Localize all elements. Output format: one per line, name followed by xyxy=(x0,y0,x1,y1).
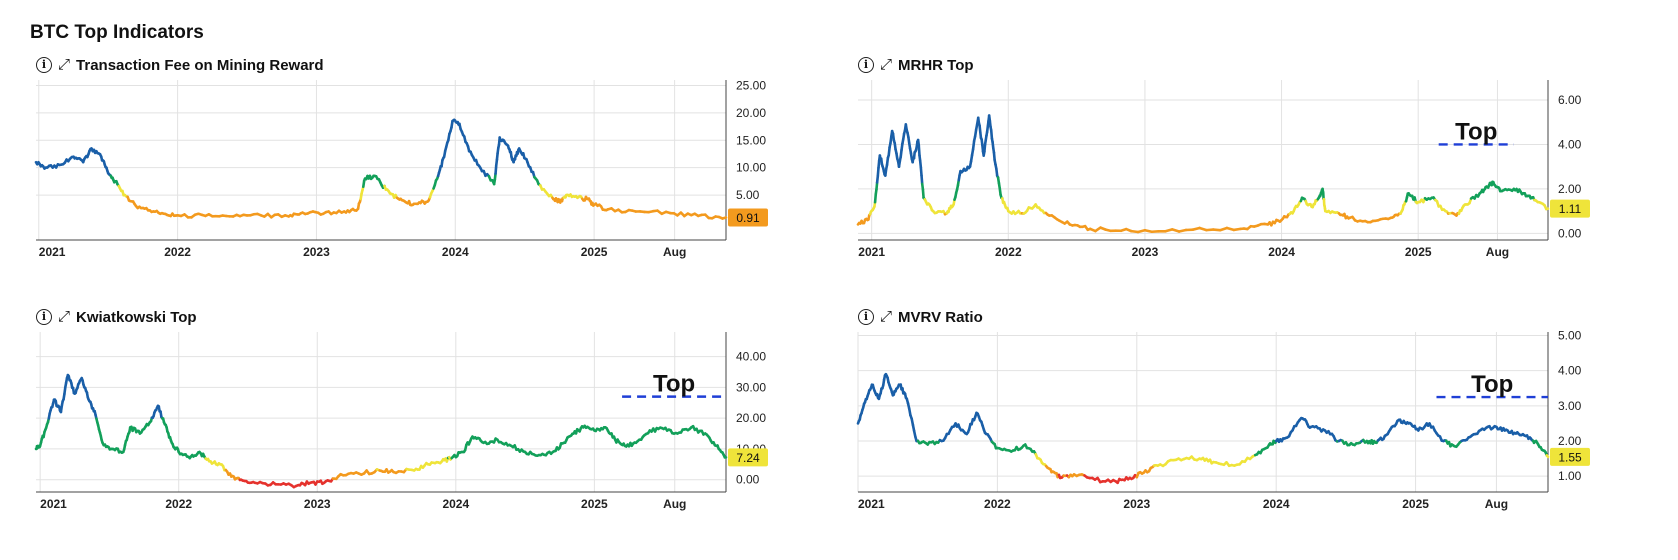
expand-icon[interactable]: ⤢ xyxy=(880,56,893,73)
series-segment xyxy=(721,216,728,220)
info-icon[interactable]: i xyxy=(858,57,874,73)
current-value-badge xyxy=(1550,447,1590,466)
chart-panel-mrhr: i ⤢ MRHR Top 2021 2022 2023 2024 2025 Aug 6.00… xyxy=(856,54,1648,272)
y-tick-label: 2.00 xyxy=(1558,182,1582,196)
y-tick-label: 40.00 xyxy=(736,350,766,364)
y-tick-label: 6.00 xyxy=(1558,93,1582,107)
series-segment xyxy=(887,146,891,157)
series-segment xyxy=(876,166,880,178)
series-line xyxy=(856,372,1550,485)
series-segment xyxy=(920,174,924,186)
chart-transaction-fee: 2021 2022 2023 2024 2025 Aug 25.00 20.00 15.00 10… xyxy=(34,78,768,259)
series-line xyxy=(34,373,728,489)
x-tick-label: 2025 xyxy=(1402,497,1429,511)
x-tick-label: 2023 xyxy=(1123,497,1150,511)
x-tick-label: 2024 xyxy=(442,497,469,511)
current-value-label: 1.55 xyxy=(1558,450,1582,464)
x-tick-label: 2022 xyxy=(984,497,1011,511)
x-tick-label: 2024 xyxy=(442,245,469,259)
grid xyxy=(36,80,726,240)
info-icon[interactable]: i xyxy=(36,309,52,325)
x-tick-label: 2023 xyxy=(304,497,331,511)
y-tick-label: 20.00 xyxy=(736,411,766,425)
x-tick-label: 2021 xyxy=(858,497,885,511)
series-segment xyxy=(1545,454,1550,459)
y-tick-label: 30.00 xyxy=(736,380,766,394)
chart-panel-transaction-fee: i ⤢ Transaction Fee on Mining Reward 202… xyxy=(34,54,826,272)
current-value-label: 1.11 xyxy=(1559,202,1582,216)
y-tick-label: 2.00 xyxy=(1558,434,1582,448)
current-value-label: 0.91 xyxy=(736,211,760,225)
y-tick-label: 4.00 xyxy=(1558,137,1582,151)
chart-panel-mvrv: i ⤢ MVRV Ratio 2021 2022 2023 2024 2025 Aug 5.… xyxy=(856,306,1648,524)
y-tick-label: 20.00 xyxy=(736,106,766,120)
chart-kwiatkowski: 20212022202320242025Aug40.0030.0020.0010… xyxy=(34,332,768,511)
series-line xyxy=(856,114,1550,234)
expand-icon[interactable]: ⤢ xyxy=(58,56,71,73)
y-tick-label: 5.00 xyxy=(1558,329,1582,343)
x-tick-label: 2025 xyxy=(581,245,608,259)
y-tick-label: 25.00 xyxy=(736,78,766,92)
x-tick-label: Aug xyxy=(1485,497,1508,511)
chart-mvrv: 2021 2022 2023 2024 2025 Aug 5.00 4.00 3.00 2.00 1… xyxy=(856,329,1590,511)
panel-header: i ⤢ MVRV Ratio xyxy=(858,306,983,328)
top-label: Top xyxy=(1455,118,1497,145)
current-value-badge xyxy=(728,208,768,227)
y-tick-label: 10.00 xyxy=(736,161,766,175)
chart-mrhr: 2021 2022 2023 2024 2025 Aug 6.00 4.00 2.00 0.00 T… xyxy=(856,80,1590,259)
x-tick-label: 2025 xyxy=(581,497,608,511)
x-tick-label: Aug xyxy=(663,245,686,259)
info-icon[interactable]: i xyxy=(858,309,874,325)
x-tick-label: 2021 xyxy=(858,245,885,259)
series-segment xyxy=(917,144,921,157)
expand-icon[interactable]: ⤢ xyxy=(880,308,893,325)
top-label: Top xyxy=(1471,371,1513,398)
series-segment xyxy=(873,193,878,204)
info-icon[interactable]: i xyxy=(36,57,52,73)
y-tick-label: 1.00 xyxy=(1558,469,1582,483)
chart-title: MVRV Ratio xyxy=(898,308,983,326)
y-tick-label: 4.00 xyxy=(1558,364,1582,378)
chart-title: Transaction Fee on Mining Reward xyxy=(76,56,324,74)
x-tick-label: 2022 xyxy=(164,245,191,259)
grid xyxy=(857,332,1548,492)
series-segment xyxy=(989,129,994,140)
top-label: Top xyxy=(653,371,695,398)
chart-panel-kwiatkowski: i ⤢ Kwiatkowski Top 2021 2022 2023 2024 2025… xyxy=(34,306,826,524)
y-tick-label: 15.00 xyxy=(736,133,766,147)
x-tick-label: 2022 xyxy=(165,497,192,511)
current-value-label: 7.24 xyxy=(736,451,760,465)
x-tick-label: Aug xyxy=(663,497,686,511)
x-tick-label: Aug xyxy=(1486,245,1509,259)
chart-title: MRHR Top xyxy=(898,56,974,74)
page-title: BTC Top Indicators xyxy=(30,22,204,43)
series-segment xyxy=(919,166,923,177)
panel-header: i ⤢ Kwiatkowski Top xyxy=(36,306,197,328)
y-tick-label: 0.00 xyxy=(736,473,760,487)
series-segment xyxy=(494,164,498,175)
current-value-badge xyxy=(728,448,768,467)
series-segment xyxy=(971,139,976,151)
y-tick-label: 3.00 xyxy=(1558,399,1582,413)
x-tick-label: 2024 xyxy=(1268,245,1295,259)
y-tick-label: 0.00 xyxy=(1558,226,1582,240)
grid xyxy=(36,332,726,492)
x-tick-label: 2025 xyxy=(1405,245,1432,259)
x-tick-label: 2024 xyxy=(1263,497,1290,511)
expand-icon[interactable]: ⤢ xyxy=(58,308,71,325)
grid xyxy=(858,80,1548,240)
series-line xyxy=(34,118,728,220)
series-segment xyxy=(921,188,925,200)
y-tick-label: 5.00 xyxy=(736,188,760,202)
x-tick-label: 2022 xyxy=(995,245,1022,259)
chart-title: Kwiatkowski Top xyxy=(76,308,197,326)
x-tick-label: 2021 xyxy=(39,245,66,259)
current-value-badge xyxy=(1550,199,1590,218)
panel-header: i ⤢ MRHR Top xyxy=(858,54,974,76)
x-tick-label: 2021 xyxy=(40,497,67,511)
x-tick-label: 2023 xyxy=(1132,245,1159,259)
panel-header: i ⤢ Transaction Fee on Mining Reward xyxy=(36,54,324,76)
x-tick-label: 2023 xyxy=(303,245,330,259)
